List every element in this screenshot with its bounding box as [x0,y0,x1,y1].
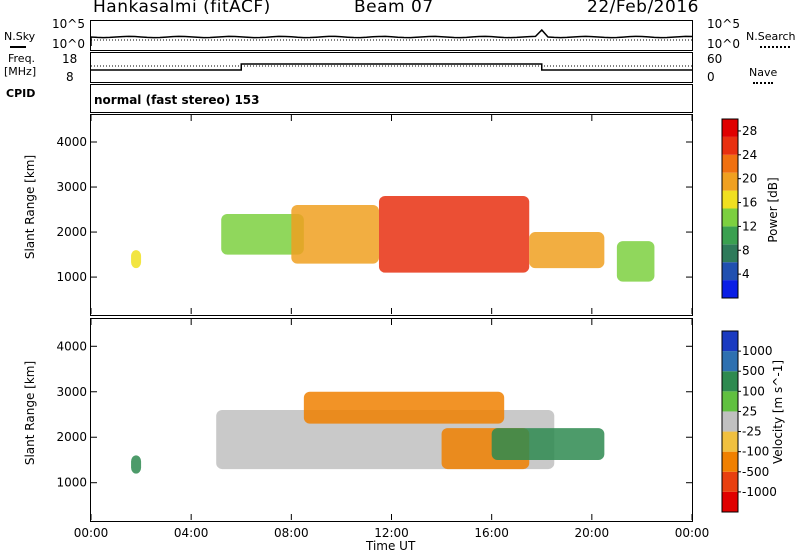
nsky-trace [90,28,693,46]
nsky-tick-top: 10^5 [52,17,85,31]
velocity-colorbar-tick-label: 500 [742,364,765,378]
power-colorbar-swatch [722,208,738,227]
nsky-panel [90,20,693,51]
velocity-colorbar-swatch [722,411,738,432]
station-title: Hankasalmi (fitACF) [93,0,271,17]
x-tick-label: 04:00 [174,526,209,540]
cpid-text: normal (fast stereo) 153 [94,93,260,107]
power-colorbar-tick-label: 12 [742,219,757,233]
freq-tick-top: 18 [62,52,78,66]
x-tick-label: 00:00 [74,526,109,540]
nave-tick-top: 60 [707,52,723,66]
power-panel [90,114,693,316]
velocity-colorbar-swatch [722,471,738,492]
velocity-colorbar-swatch [722,451,738,472]
power-colorbar-tick-label: 4 [742,267,750,281]
power-colorbar-swatch [722,190,738,209]
nsearch-legend-line [760,46,790,48]
nsearch-label: N.Search [746,30,796,43]
velocity-colorbar-swatch [722,431,738,452]
velocity-colorbar-frame [721,330,739,513]
power-colorbar-tick-label: 20 [742,172,757,186]
nsearch-tick-top: 10^5 [707,17,740,31]
power-colorbar-tick-label: 8 [742,243,750,257]
power-echo-region [131,250,142,269]
velocity-echo-region [491,428,605,460]
freq-trace [91,63,692,71]
date-label: 22/Feb/2016 [587,0,699,17]
power-echo-region [529,232,605,269]
power-colorbar-swatch [722,119,738,137]
velocity-echo-region [303,391,505,424]
x-tick-label: 20:00 [575,526,610,540]
velocity-colorbar-swatch [722,351,738,372]
freq-panel [90,52,693,83]
velocity-colorbar-tick-label: -25 [742,425,762,439]
velocity-colorbar-tick-label: -100 [742,445,769,459]
velocity-ytick-label: 4000 [56,339,87,353]
velocity-colorbar-swatch [722,331,738,352]
velocity-ytick-label: 2000 [56,430,87,444]
power-colorbar-tick-label: 16 [742,196,757,210]
x-tick-label: 00:00 [675,526,710,540]
power-ytick-label: 4000 [56,135,87,149]
velocity-colorbar-swatch [722,391,738,412]
cpid-panel [90,84,693,113]
x-tick-label: 12:00 [374,526,409,540]
freq-tick-bottom: 8 [66,70,74,84]
velocity-colorbar-tick-label: 100 [742,384,765,398]
power-echo-region [616,241,655,282]
nave-label: Nave [749,66,778,79]
power-ytick-label: 1000 [56,270,87,284]
nsearch-tick-bottom: 10^0 [707,37,740,51]
velocity-ytick-label: 3000 [56,385,87,399]
cpid-label: CPID [6,87,36,100]
velocity-ytick-label: 1000 [56,476,87,490]
x-tick-label: 08:00 [274,526,309,540]
velocity-panel [90,318,693,522]
nave-tick-bottom: 0 [707,70,715,84]
power-colorbar-tick-label: 24 [742,148,757,162]
power-colorbar-tick-label: 28 [742,124,757,138]
power-echo-region [378,196,530,273]
freq-label: Freq. [8,52,36,65]
x-axis-title: Time UT [366,539,416,553]
power-colorbar-swatch [722,226,738,245]
power-colorbar-swatch [722,172,738,191]
velocity-colorbar-tick-label: -500 [742,465,769,479]
power-ytick-label: 2000 [56,225,87,239]
power-colorbar-swatch [722,262,738,281]
power-colorbar-swatch [722,136,738,155]
power-ytick-label: 3000 [56,180,87,194]
velocity-colorbar-tick-label: 25 [742,404,757,418]
power-colorbar-swatch [722,280,738,298]
velocity-colorbar-tick-label: 1000 [742,344,773,358]
power-colorbar-frame [721,118,739,299]
velocity-colorbar-tick-label: -1000 [742,485,777,499]
velocity-colorbar-swatch [722,491,738,512]
power-echo-region [221,214,304,255]
nsky-legend-line [10,46,26,48]
nsky-tick-bottom: 10^0 [52,37,85,51]
nsky-label: N.Sky [4,30,36,43]
power-colorbar-swatch [722,154,738,173]
power-echo-region [291,205,379,264]
velocity-echo-region [131,455,142,474]
velocity-colorbar-swatch [722,371,738,392]
nave-legend-line [753,82,773,84]
power-colorbar-swatch [722,244,738,263]
beam-label: Beam 07 [354,0,434,17]
freq-unit-label: [MHz] [4,65,37,78]
x-tick-label: 16:00 [474,526,509,540]
